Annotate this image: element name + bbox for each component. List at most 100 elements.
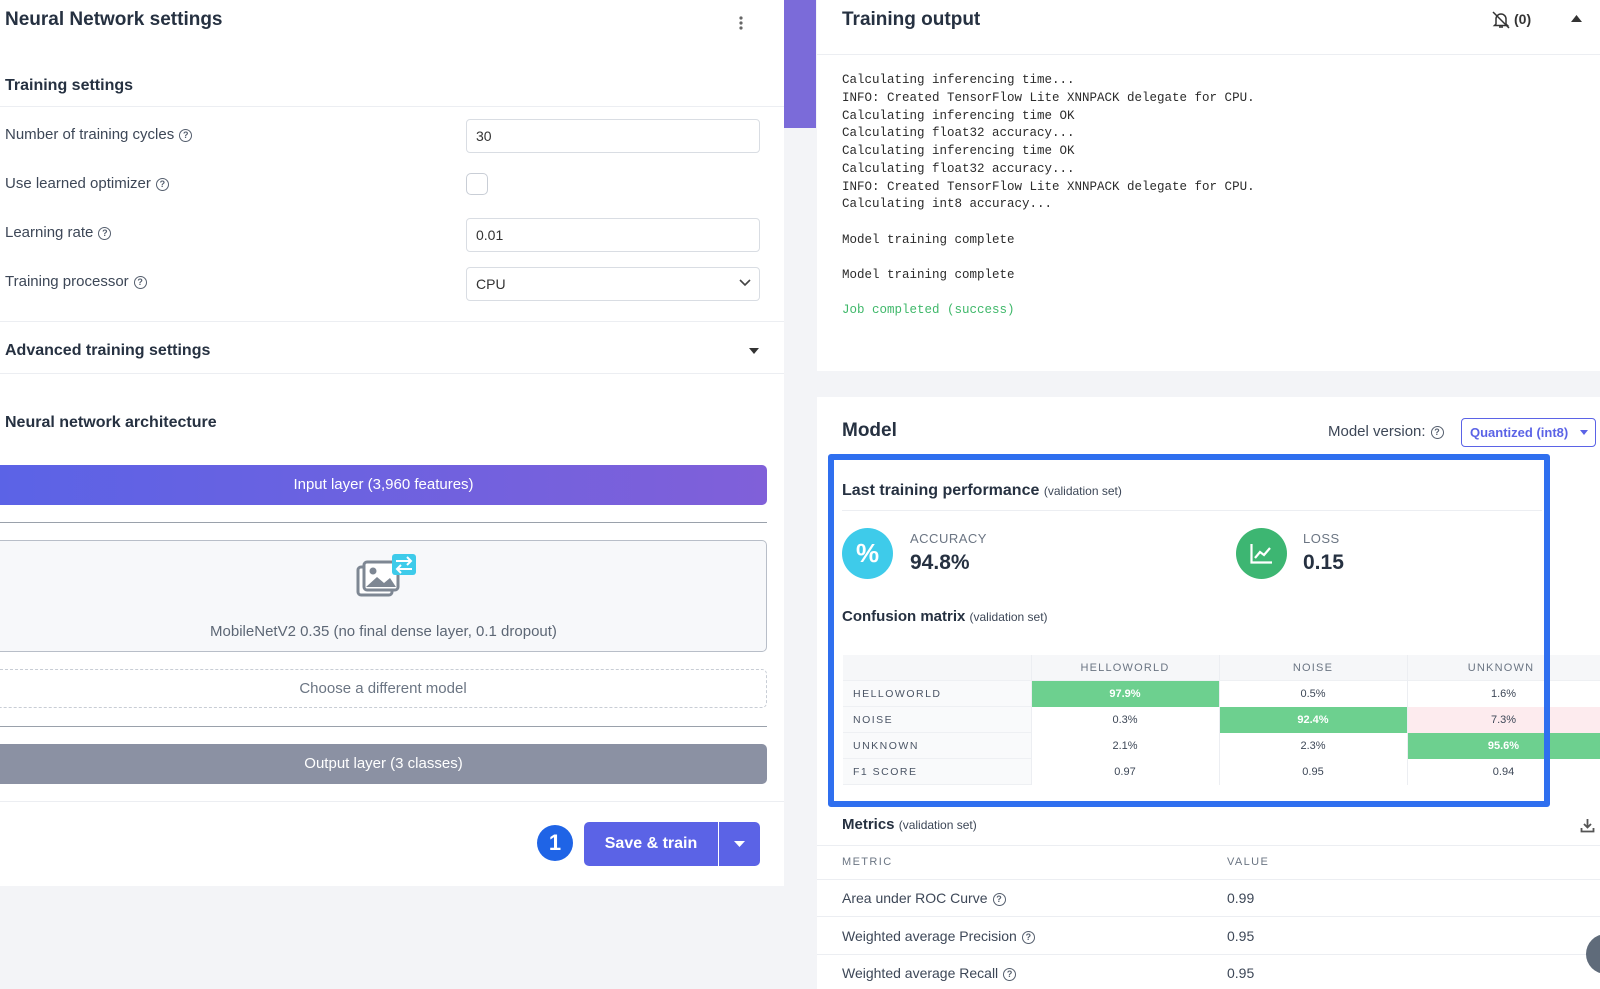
training-processor-label: Training processor? xyxy=(5,273,147,290)
metric-name: Weighted average Recall? xyxy=(842,965,1017,981)
matrix-col-header: UNKNOWN xyxy=(1467,662,1535,674)
training-cycles-input[interactable]: 30 xyxy=(466,119,760,153)
accuracy-value: 94.8% xyxy=(910,551,970,574)
log-line: INFO: Created TensorFlow Lite XNNPACK de… xyxy=(842,180,1255,194)
help-icon[interactable]: ? xyxy=(1021,930,1035,944)
matrix-cell: 1.6% xyxy=(1407,681,1600,707)
metric-value: 0.99 xyxy=(1227,890,1255,906)
learned-optimizer-label: Use learned optimizer? xyxy=(5,175,169,192)
save-train-button[interactable]: Save & train xyxy=(584,822,718,866)
training-settings-heading: Training settings xyxy=(5,77,134,94)
learning-rate-label: Learning rate? xyxy=(5,224,112,241)
model-title: Model xyxy=(842,420,897,441)
accuracy-label: ACCURACY xyxy=(910,531,987,546)
learning-rate-input[interactable]: 0.01 xyxy=(466,218,760,252)
help-icon[interactable]: ? xyxy=(1430,425,1444,439)
metric-row: Weighted average Recall? 0.95 xyxy=(817,955,1600,989)
chart-icon xyxy=(1236,528,1287,579)
chat-launcher-button[interactable] xyxy=(1586,934,1600,974)
log-line: Calculating int8 accuracy... xyxy=(842,197,1053,211)
value-col-header: VALUE xyxy=(1227,856,1270,868)
save-train-dropdown[interactable] xyxy=(719,822,760,866)
matrix-cell: 95.6% xyxy=(1407,733,1600,759)
help-icon[interactable]: ? xyxy=(1003,967,1017,981)
matrix-row: NOISE 0.3% 92.4% 7.3% xyxy=(843,707,1600,733)
model-version-select[interactable]: Quantized (int8) xyxy=(1461,418,1596,447)
download-icon[interactable] xyxy=(1580,818,1595,833)
performance-heading: Last training performance (validation se… xyxy=(842,482,1122,499)
help-icon[interactable]: ? xyxy=(133,275,147,289)
page-title: Neural Network settings xyxy=(5,9,223,30)
log-line: Calculating inferencing time OK xyxy=(842,109,1075,123)
log-line: Calculating float32 accuracy... xyxy=(842,126,1075,140)
collapse-icon[interactable] xyxy=(1571,15,1582,22)
matrix-f1-row: F1 SCORE 0.97 0.95 0.94 xyxy=(843,759,1600,785)
architecture-heading: Neural network architecture xyxy=(5,414,217,431)
highlight-box xyxy=(828,454,1550,807)
step-marker: 1 xyxy=(537,825,573,861)
help-icon[interactable]: ? xyxy=(179,128,193,142)
matrix-col-header: NOISE xyxy=(1292,662,1334,674)
image-transfer-icon xyxy=(356,553,418,599)
metric-name: Weighted average Precision? xyxy=(842,928,1035,944)
matrix-header-row: HELLOWORLD NOISE UNKNOWN xyxy=(843,655,1600,681)
learned-optimizer-checkbox[interactable] xyxy=(466,173,488,195)
output-layer-block[interactable]: Output layer (3 classes) xyxy=(0,744,767,784)
matrix-cell: 0.97 xyxy=(1031,759,1219,785)
matrix-cell: 0.95 xyxy=(1219,759,1407,785)
matrix-cell: 0.3% xyxy=(1031,707,1219,733)
scrollbar-thumb[interactable] xyxy=(784,0,816,128)
metric-value: 0.95 xyxy=(1227,965,1255,981)
matrix-cell: 0.94 xyxy=(1407,759,1600,785)
matrix-cell: 7.3% xyxy=(1407,707,1600,733)
log-line: Calculating inferencing time... xyxy=(842,73,1075,87)
help-icon[interactable]: ? xyxy=(98,226,112,240)
metric-col-header: METRIC xyxy=(842,856,893,868)
metric-name: Area under ROC Curve? xyxy=(842,890,1006,906)
model-version-label: Model version:? xyxy=(1328,423,1444,440)
advanced-settings-toggle[interactable]: Advanced training settings xyxy=(5,342,211,359)
training-processor-select[interactable]: CPU xyxy=(466,267,760,301)
metric-row: Weighted average Precision? 0.95 xyxy=(817,918,1600,955)
help-icon[interactable]: ? xyxy=(992,892,1006,906)
loss-value: 0.15 xyxy=(1303,551,1344,574)
caret-down-icon xyxy=(1580,430,1588,435)
caret-down-icon xyxy=(734,841,745,847)
log-line: Calculating float32 accuracy... xyxy=(842,162,1075,176)
input-layer-block[interactable]: Input layer (3,960 features) xyxy=(0,465,767,505)
loss-label: LOSS xyxy=(1303,531,1340,546)
matrix-row-label: HELLOWORLD xyxy=(853,688,942,700)
bell-off-icon[interactable] xyxy=(1492,11,1510,29)
matrix-cell: 92.4% xyxy=(1219,707,1407,733)
matrix-col-header: HELLOWORLD xyxy=(1080,662,1170,674)
matrix-row-label: F1 SCORE xyxy=(853,766,918,778)
log-success-line: Job completed (success) xyxy=(842,303,1015,317)
log-line: INFO: Created TensorFlow Lite XNNPACK de… xyxy=(842,91,1255,105)
metrics-heading: Metrics (validation set) xyxy=(842,816,977,833)
more-options-icon[interactable] xyxy=(733,14,749,32)
training-output-panel xyxy=(817,0,1600,371)
matrix-row-label: UNKNOWN xyxy=(853,740,919,752)
matrix-cell: 2.1% xyxy=(1031,733,1219,759)
model-block[interactable]: MobileNetV2 0.35 (no final dense layer, … xyxy=(0,540,767,652)
matrix-row: HELLOWORLD 97.9% 0.5% 1.6% xyxy=(843,681,1600,707)
training-output-title: Training output xyxy=(842,9,981,30)
matrix-cell: 97.9% xyxy=(1031,681,1219,707)
help-icon[interactable]: ? xyxy=(155,177,169,191)
percent-icon: % xyxy=(842,528,893,579)
training-cycles-label: Number of training cycles? xyxy=(5,126,193,143)
settings-panel: Neural Network settings Training setting… xyxy=(0,0,784,886)
log-line: Model training complete xyxy=(842,233,1015,247)
matrix-row: UNKNOWN 2.1% 2.3% 95.6% xyxy=(843,733,1600,759)
chevron-down-icon xyxy=(738,278,752,288)
caret-down-icon[interactable] xyxy=(749,348,759,355)
log-line: Model training complete xyxy=(842,268,1015,282)
matrix-cell: 2.3% xyxy=(1219,733,1407,759)
metric-value: 0.95 xyxy=(1227,928,1255,944)
metric-row: Area under ROC Curve? 0.99 xyxy=(817,880,1600,917)
model-name: MobileNetV2 0.35 (no final dense layer, … xyxy=(210,623,557,640)
notification-count[interactable]: (0) xyxy=(1514,11,1532,27)
confusion-matrix-heading: Confusion matrix (validation set) xyxy=(842,608,1048,625)
matrix-cell: 0.5% xyxy=(1219,681,1407,707)
choose-model-button[interactable]: Choose a different model xyxy=(0,669,767,708)
